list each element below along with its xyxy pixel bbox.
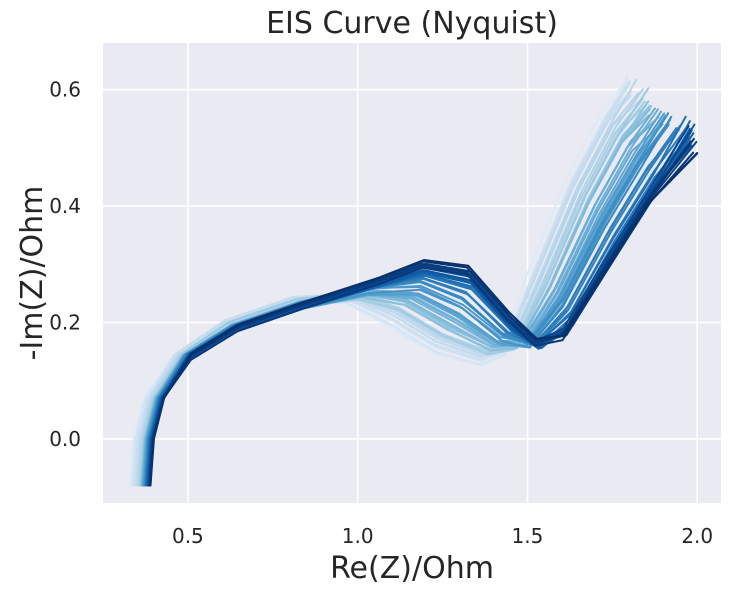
chart-title: EIS Curve (Nyquist) (266, 6, 558, 41)
series-group (129, 76, 699, 487)
x-tick-label: 2.0 (681, 524, 713, 548)
y-tick-label: 0.4 (49, 194, 81, 218)
y-axis-label: -Im(Z)/Ohm (15, 186, 50, 361)
y-tick-labels: 0.0 0.2 0.4 0.6 (49, 78, 81, 451)
y-tick-label: 0.2 (49, 310, 81, 334)
series-line (149, 152, 699, 487)
x-tick-label: 1.0 (342, 524, 374, 548)
x-axis-label: Re(Z)/Ohm (330, 551, 494, 586)
x-tick-label: 1.5 (512, 524, 544, 548)
series-line (138, 88, 644, 487)
x-tick-labels: 0.5 1.0 1.5 2.0 (172, 524, 713, 548)
y-tick-label: 0.6 (49, 78, 81, 102)
y-tick-label: 0.0 (49, 427, 81, 451)
x-tick-label: 0.5 (172, 524, 204, 548)
